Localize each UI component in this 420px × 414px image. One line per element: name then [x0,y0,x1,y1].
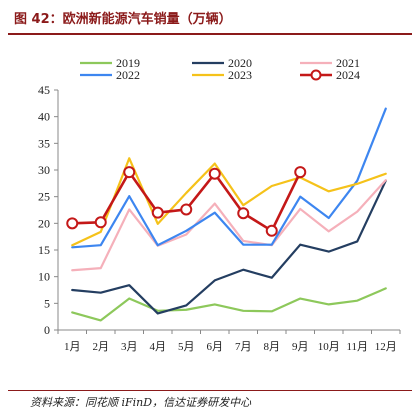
legend-label: 2019 [116,56,140,70]
figure-title-bar: 图 42：欧洲新能源汽车销量（万辆） [0,0,420,36]
legend-label: 2024 [336,68,360,82]
data-point-2024 [265,224,278,237]
y-tick-label: 15 [38,243,50,257]
data-point-2024 [208,167,221,180]
legend-label: 2022 [116,68,140,82]
x-tick-label: 8月 [264,341,281,353]
x-tick-label: 3月 [121,341,138,353]
series-line-2020 [71,179,387,315]
y-tick-label: 45 [38,83,50,97]
data-point-2024 [123,166,136,179]
x-tick-label: 9月 [292,341,309,353]
legend-item-2024: 2024 [300,68,360,82]
series-2024 [66,166,307,237]
data-point-2024 [237,207,250,220]
x-tick-label: 1月 [64,341,81,353]
line-chart: 2019 2020 2021 2022 2023 2024 0 5 10 15 20 25 30 35 4… [38,56,401,353]
y-tick-label: 0 [44,323,50,337]
figure-title: 图 42：欧洲新能源汽车销量（万辆） [14,12,232,27]
series-line-2019 [71,287,387,322]
x-tick-label: 4月 [150,341,167,353]
legend-label: 2021 [336,56,360,70]
title-divider [8,33,412,35]
y-tick-label: 20 [38,216,50,230]
x-tick-label: 11月 [346,341,368,353]
series-2022 [71,107,387,249]
chart-axes: 0 5 10 15 20 25 30 35 40 45 1月 2月 3月 4月 5月 6月 7月 8月 9月 10月 1… [38,83,401,353]
y-tick-label: 40 [38,110,50,124]
chart-series [66,107,387,322]
x-tick-label: 2月 [93,341,110,353]
y-tick-label: 10 [38,270,50,284]
series-line-2021 [71,179,387,272]
data-point-2024 [66,217,79,230]
legend-item-2020: 2020 [192,56,252,70]
chart-legend: 2019 2020 2021 2022 2023 2024 [80,56,360,82]
data-point-2024 [94,216,107,229]
series-line-2022 [71,107,387,249]
data-point-2024 [151,206,164,219]
y-tick-label: 5 [44,296,50,310]
x-tick-label: 10月 [318,341,340,353]
legend-item-2021: 2021 [300,56,360,70]
legend-item-2022: 2022 [80,68,140,82]
data-point-2024 [294,166,307,179]
series-2021 [71,179,387,272]
legend-label: 2023 [228,68,252,82]
legend-item-2023: 2023 [192,68,252,82]
legend-item-2019: 2019 [80,56,140,70]
x-tick-label: 6月 [207,341,224,353]
x-tick-label: 7月 [235,341,252,353]
y-tick-label: 35 [38,136,50,150]
source-divider [8,390,412,391]
y-tick-label: 30 [38,163,50,177]
data-point-2024 [180,203,193,216]
x-tick-label: 12月 [375,341,397,353]
legend-label: 2020 [228,56,252,70]
series-2019 [71,287,387,322]
legend-marker [310,69,322,81]
x-tick-label: 5月 [178,341,195,353]
source-note: 资料来源：同花顺 iFinD，信达证券研发中心 [30,396,252,409]
y-tick-label: 25 [38,190,50,204]
series-2020 [71,179,387,315]
